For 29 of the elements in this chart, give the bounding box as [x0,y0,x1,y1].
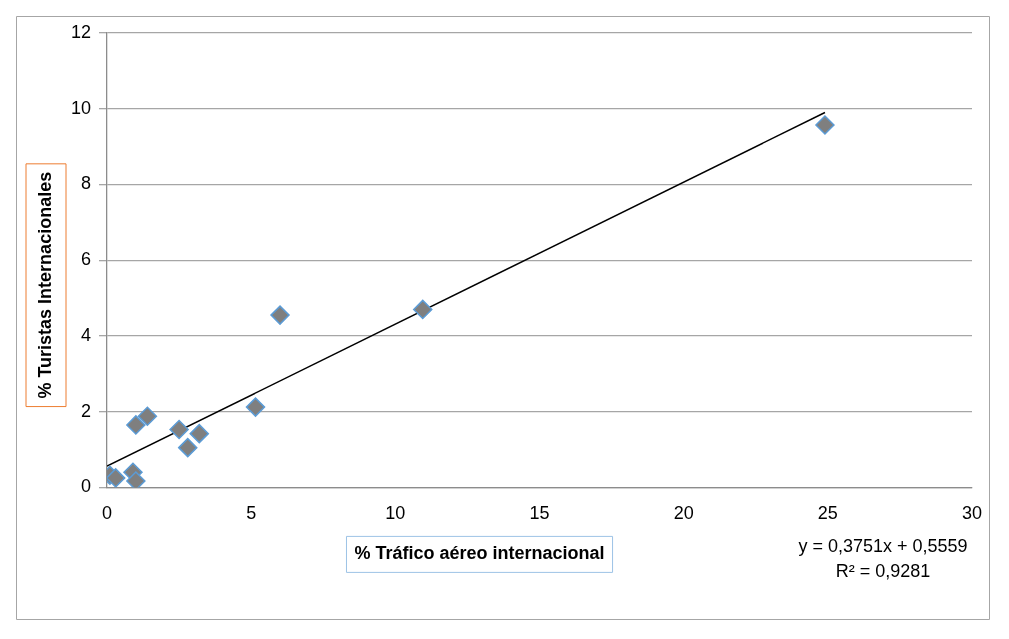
y-tick-label: 10 [70,97,92,118]
x-tick-label: 25 [817,503,838,524]
y-tick-label: 12 [70,21,92,42]
x-tick-label: 15 [529,503,550,524]
point [169,419,189,440]
point [189,423,210,444]
point [270,305,290,325]
x-axis-title: % Tráfico aéreo internacional [354,543,605,564]
point [178,437,198,458]
point [137,406,158,426]
point [412,299,433,320]
text: y = 0,3751x + 0,5559 [798,536,968,557]
point [126,415,146,435]
x-tick-label: 5 [246,503,257,524]
y-tick-label: 6 [81,249,92,270]
x-tick-label: 20 [673,503,694,524]
y-tick-label: 8 [81,173,92,194]
point [107,468,126,488]
x-tick-label: 0 [102,503,113,524]
y-tick-label: 4 [81,324,92,345]
text: R² = 0,9281 [835,561,931,582]
point [815,115,835,135]
y-tick-label: 2 [81,400,92,421]
x-tick-label: 30 [961,503,983,524]
point [126,471,146,488]
y-axis-title: % Turistas Internacionales [34,171,55,399]
y-tick-label: 0 [81,476,92,497]
x-tick-label: 10 [385,503,406,524]
point [245,397,266,417]
